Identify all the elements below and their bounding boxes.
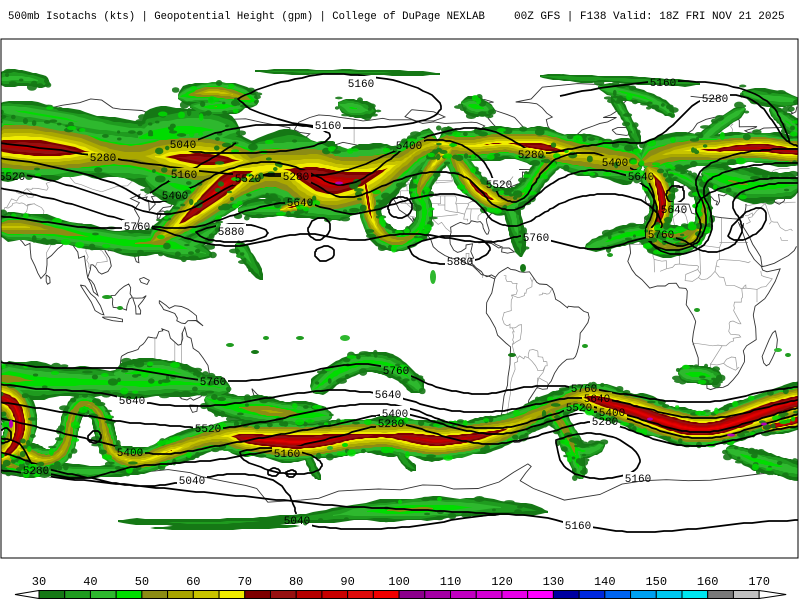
svg-text:40: 40 bbox=[83, 575, 97, 589]
svg-text:30: 30 bbox=[32, 575, 46, 589]
svg-text:5520: 5520 bbox=[195, 424, 221, 436]
svg-text:5160: 5160 bbox=[348, 79, 374, 91]
svg-text:5280: 5280 bbox=[592, 417, 618, 429]
svg-text:5160: 5160 bbox=[315, 121, 341, 133]
svg-text:5760: 5760 bbox=[648, 230, 674, 242]
svg-text:5400: 5400 bbox=[396, 141, 422, 153]
svg-text:5400: 5400 bbox=[382, 409, 408, 421]
svg-text:5280: 5280 bbox=[518, 150, 544, 162]
svg-text:500mb Isotachs (kts) | Geopote: 500mb Isotachs (kts) | Geopotential Heig… bbox=[8, 11, 485, 23]
svg-text:130: 130 bbox=[543, 575, 565, 589]
svg-text:00Z GFS | F138 Valid: 18Z FRI: 00Z GFS | F138 Valid: 18Z FRI NOV 21 202… bbox=[514, 11, 785, 23]
svg-text:5760: 5760 bbox=[200, 377, 226, 389]
svg-text:5520: 5520 bbox=[235, 174, 261, 186]
svg-text:5520: 5520 bbox=[486, 180, 512, 192]
svg-text:5040: 5040 bbox=[170, 140, 196, 152]
svg-text:5280: 5280 bbox=[23, 466, 49, 478]
svg-text:70: 70 bbox=[238, 575, 252, 589]
svg-text:5400: 5400 bbox=[162, 191, 188, 203]
svg-text:5640: 5640 bbox=[287, 198, 313, 210]
svg-text:5280: 5280 bbox=[702, 94, 728, 106]
svg-text:140: 140 bbox=[594, 575, 616, 589]
svg-text:100: 100 bbox=[388, 575, 410, 589]
svg-text:5400: 5400 bbox=[602, 158, 628, 170]
svg-text:50: 50 bbox=[135, 575, 149, 589]
svg-text:5760: 5760 bbox=[523, 233, 549, 245]
svg-text:5640: 5640 bbox=[119, 396, 145, 408]
svg-text:5760: 5760 bbox=[383, 366, 409, 378]
svg-text:5640: 5640 bbox=[375, 390, 401, 402]
svg-text:5280: 5280 bbox=[283, 172, 309, 184]
svg-text:5520: 5520 bbox=[566, 403, 592, 415]
svg-text:5640: 5640 bbox=[584, 394, 610, 406]
svg-text:5160: 5160 bbox=[625, 474, 651, 486]
svg-text:5400: 5400 bbox=[599, 408, 625, 420]
svg-text:5520: 5520 bbox=[0, 172, 25, 184]
svg-text:5880: 5880 bbox=[218, 227, 244, 239]
svg-text:5040: 5040 bbox=[179, 476, 205, 488]
svg-text:120: 120 bbox=[491, 575, 513, 589]
svg-text:5160: 5160 bbox=[171, 170, 197, 182]
svg-text:5160: 5160 bbox=[650, 78, 676, 90]
svg-text:170: 170 bbox=[748, 575, 770, 589]
svg-text:110: 110 bbox=[440, 575, 462, 589]
svg-text:150: 150 bbox=[645, 575, 667, 589]
svg-text:5040: 5040 bbox=[284, 516, 310, 528]
svg-text:60: 60 bbox=[186, 575, 200, 589]
svg-text:5280: 5280 bbox=[378, 419, 404, 431]
svg-text:5400: 5400 bbox=[117, 448, 143, 460]
svg-text:90: 90 bbox=[340, 575, 354, 589]
svg-text:5880: 5880 bbox=[447, 257, 473, 269]
svg-text:5640: 5640 bbox=[628, 172, 654, 184]
svg-text:5160: 5160 bbox=[274, 449, 300, 461]
svg-text:5160: 5160 bbox=[565, 521, 591, 533]
svg-text:5280: 5280 bbox=[90, 153, 116, 165]
svg-text:5640: 5640 bbox=[661, 205, 687, 217]
svg-text:160: 160 bbox=[697, 575, 719, 589]
svg-text:80: 80 bbox=[289, 575, 303, 589]
svg-text:5760: 5760 bbox=[124, 222, 150, 234]
svg-text:5760: 5760 bbox=[571, 384, 597, 396]
